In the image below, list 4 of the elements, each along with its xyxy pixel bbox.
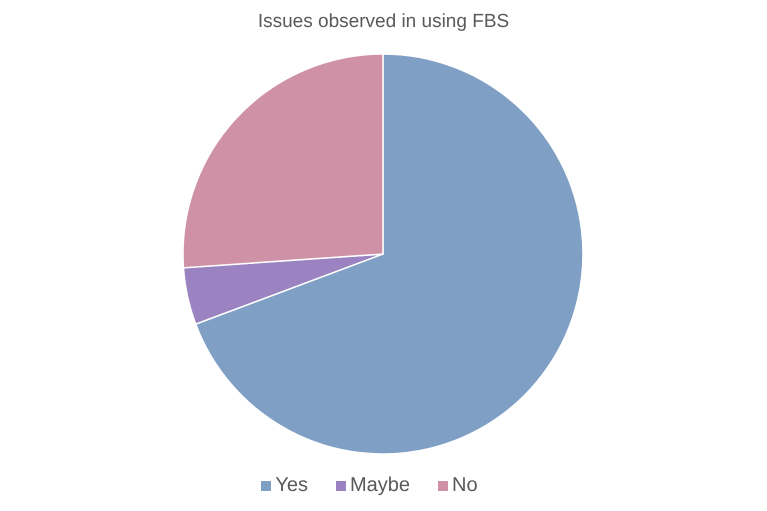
legend-label: No <box>452 474 478 496</box>
legend-label: Maybe <box>350 474 410 496</box>
legend-label: Yes <box>275 474 308 496</box>
chart-title: Issues observed in using FBS <box>256 11 510 33</box>
